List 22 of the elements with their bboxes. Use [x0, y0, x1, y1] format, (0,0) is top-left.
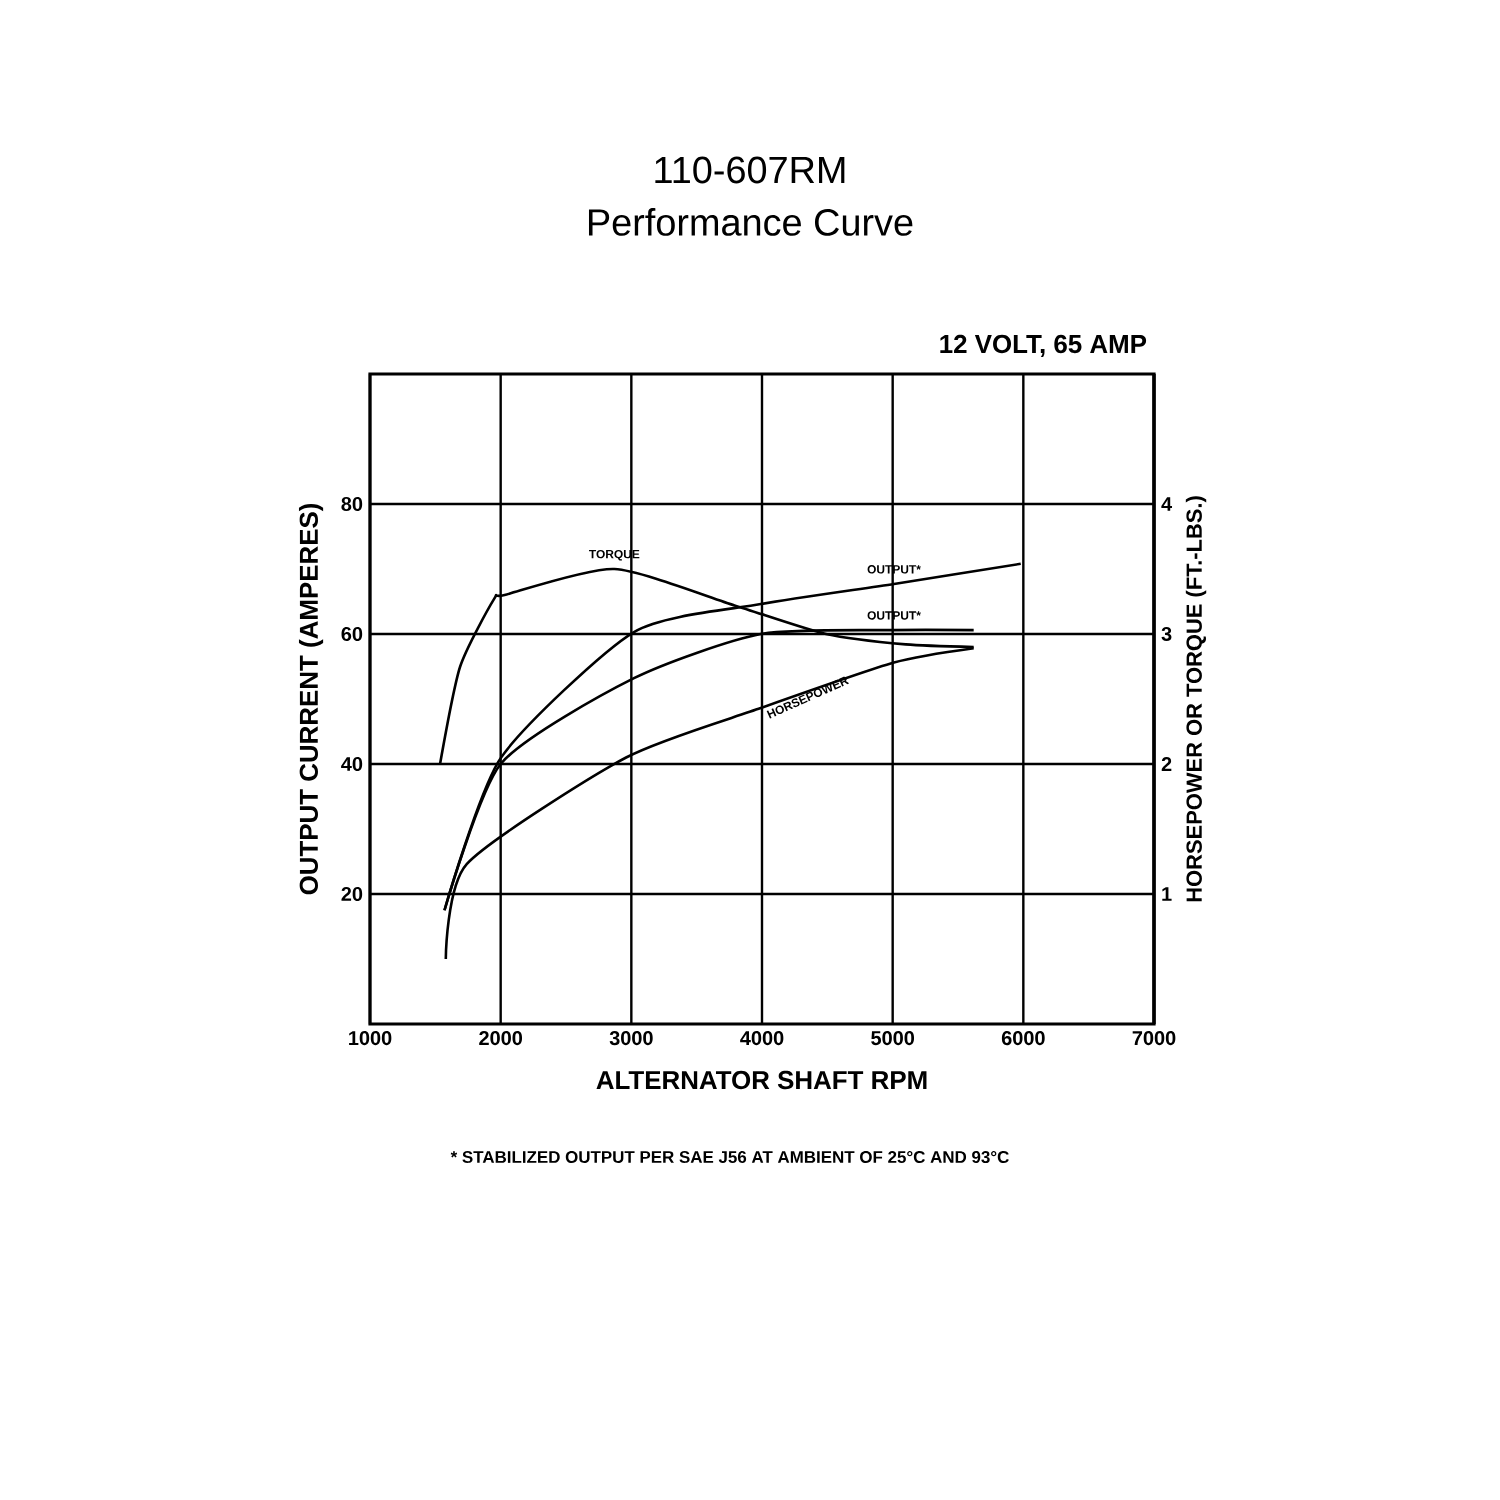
- y2-tick-label: 1: [1162, 887, 1172, 901]
- y-axis-title: OUTPUT CURRENT (AMPERES): [298, 503, 324, 895]
- y2-tick-label: 2: [1161, 757, 1172, 771]
- y-tick-label: 20: [341, 886, 363, 902]
- y2-axis-title: HORSEPOWER OR TORQUE (FT.-LBS.): [1185, 496, 1207, 902]
- text: * STABILIZED OUTPUT PER SAE J56 AT AMBIENT OF 25°C AND 93°C: [450, 1151, 1009, 1164]
- x-tick-label: 7000: [1132, 1031, 1176, 1046]
- chart-title: 110-607RM: [655, 156, 845, 184]
- x-tick-label: 3000: [609, 1031, 653, 1046]
- x-tick-label: 1000: [349, 1031, 392, 1046]
- y-tick-label: 80: [341, 496, 363, 512]
- text: 12 VOLT, 65 AMP: [940, 334, 1147, 357]
- y-tick-label: 60: [341, 626, 363, 642]
- y2-tick-label: 3: [1161, 626, 1172, 642]
- chart-subtitle: Performance Curve: [588, 208, 913, 236]
- y2-tick-label: 4: [1161, 497, 1173, 511]
- x-tick-label: 2000: [479, 1031, 523, 1046]
- x-axis-title: ALTERNATOR SHAFT RPM: [596, 1070, 927, 1090]
- x-tick-label: 4000: [740, 1031, 784, 1046]
- x-tick-label: 6000: [1001, 1031, 1045, 1046]
- x-tick-label: 5000: [871, 1031, 915, 1046]
- y-tick-label: 40: [341, 756, 363, 772]
